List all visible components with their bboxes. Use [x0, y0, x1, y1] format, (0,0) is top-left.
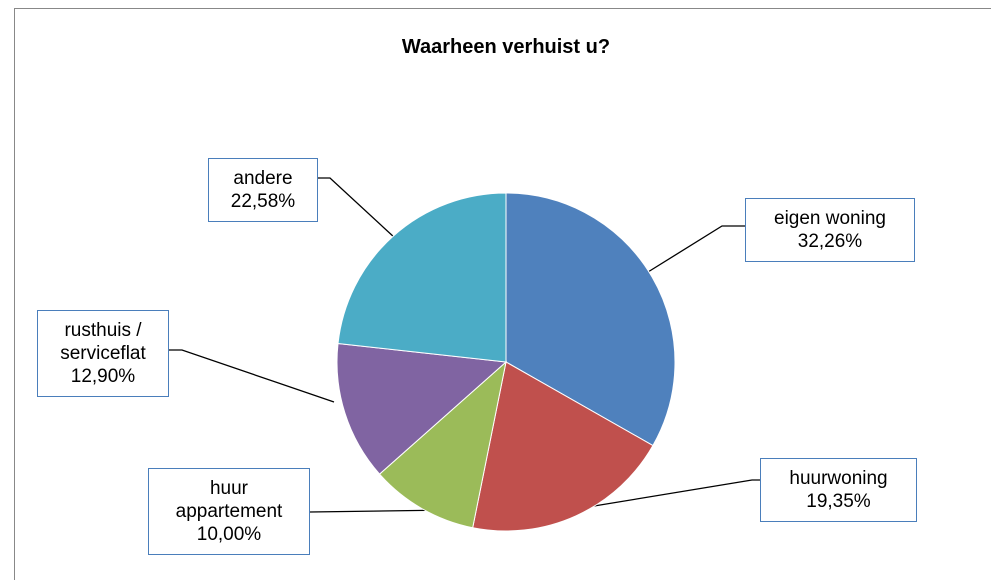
category-label: eigen woning — [774, 208, 886, 229]
chart-border — [14, 8, 991, 580]
data-label: eigen woning 32,26% — [745, 198, 915, 262]
chart-title: Waarheen verhuist u? — [401, 36, 611, 58]
value-label: 10,00% — [196, 524, 262, 545]
value-label: 22,58% — [230, 191, 296, 212]
value-label: 19,35% — [806, 491, 871, 512]
pie-slice — [472, 361, 654, 532]
pie-slice — [505, 192, 676, 447]
leader-line — [647, 225, 745, 273]
category-label: rusthuis / serviceflat — [60, 320, 146, 364]
category-label: huurwoning — [789, 468, 888, 489]
value-label: 32,26% — [797, 231, 863, 252]
leader-lines — [169, 177, 760, 513]
pie — [336, 192, 676, 532]
data-label: huurwoning 19,35% — [760, 458, 917, 522]
pie-slice — [378, 360, 507, 529]
category-label: andere — [233, 168, 293, 189]
leader-line — [169, 349, 335, 403]
leader-line — [318, 177, 396, 239]
data-label: rusthuis / serviceflat 12,90% — [37, 310, 169, 397]
category-label: huur appartement — [175, 478, 283, 522]
pie-slice — [336, 342, 508, 475]
pie-slice — [337, 192, 507, 363]
value-label: 12,90% — [70, 366, 136, 387]
data-label: andere 22,58% — [208, 158, 318, 222]
data-label: huur appartement 10,00% — [148, 468, 310, 555]
leader-line — [587, 479, 760, 508]
